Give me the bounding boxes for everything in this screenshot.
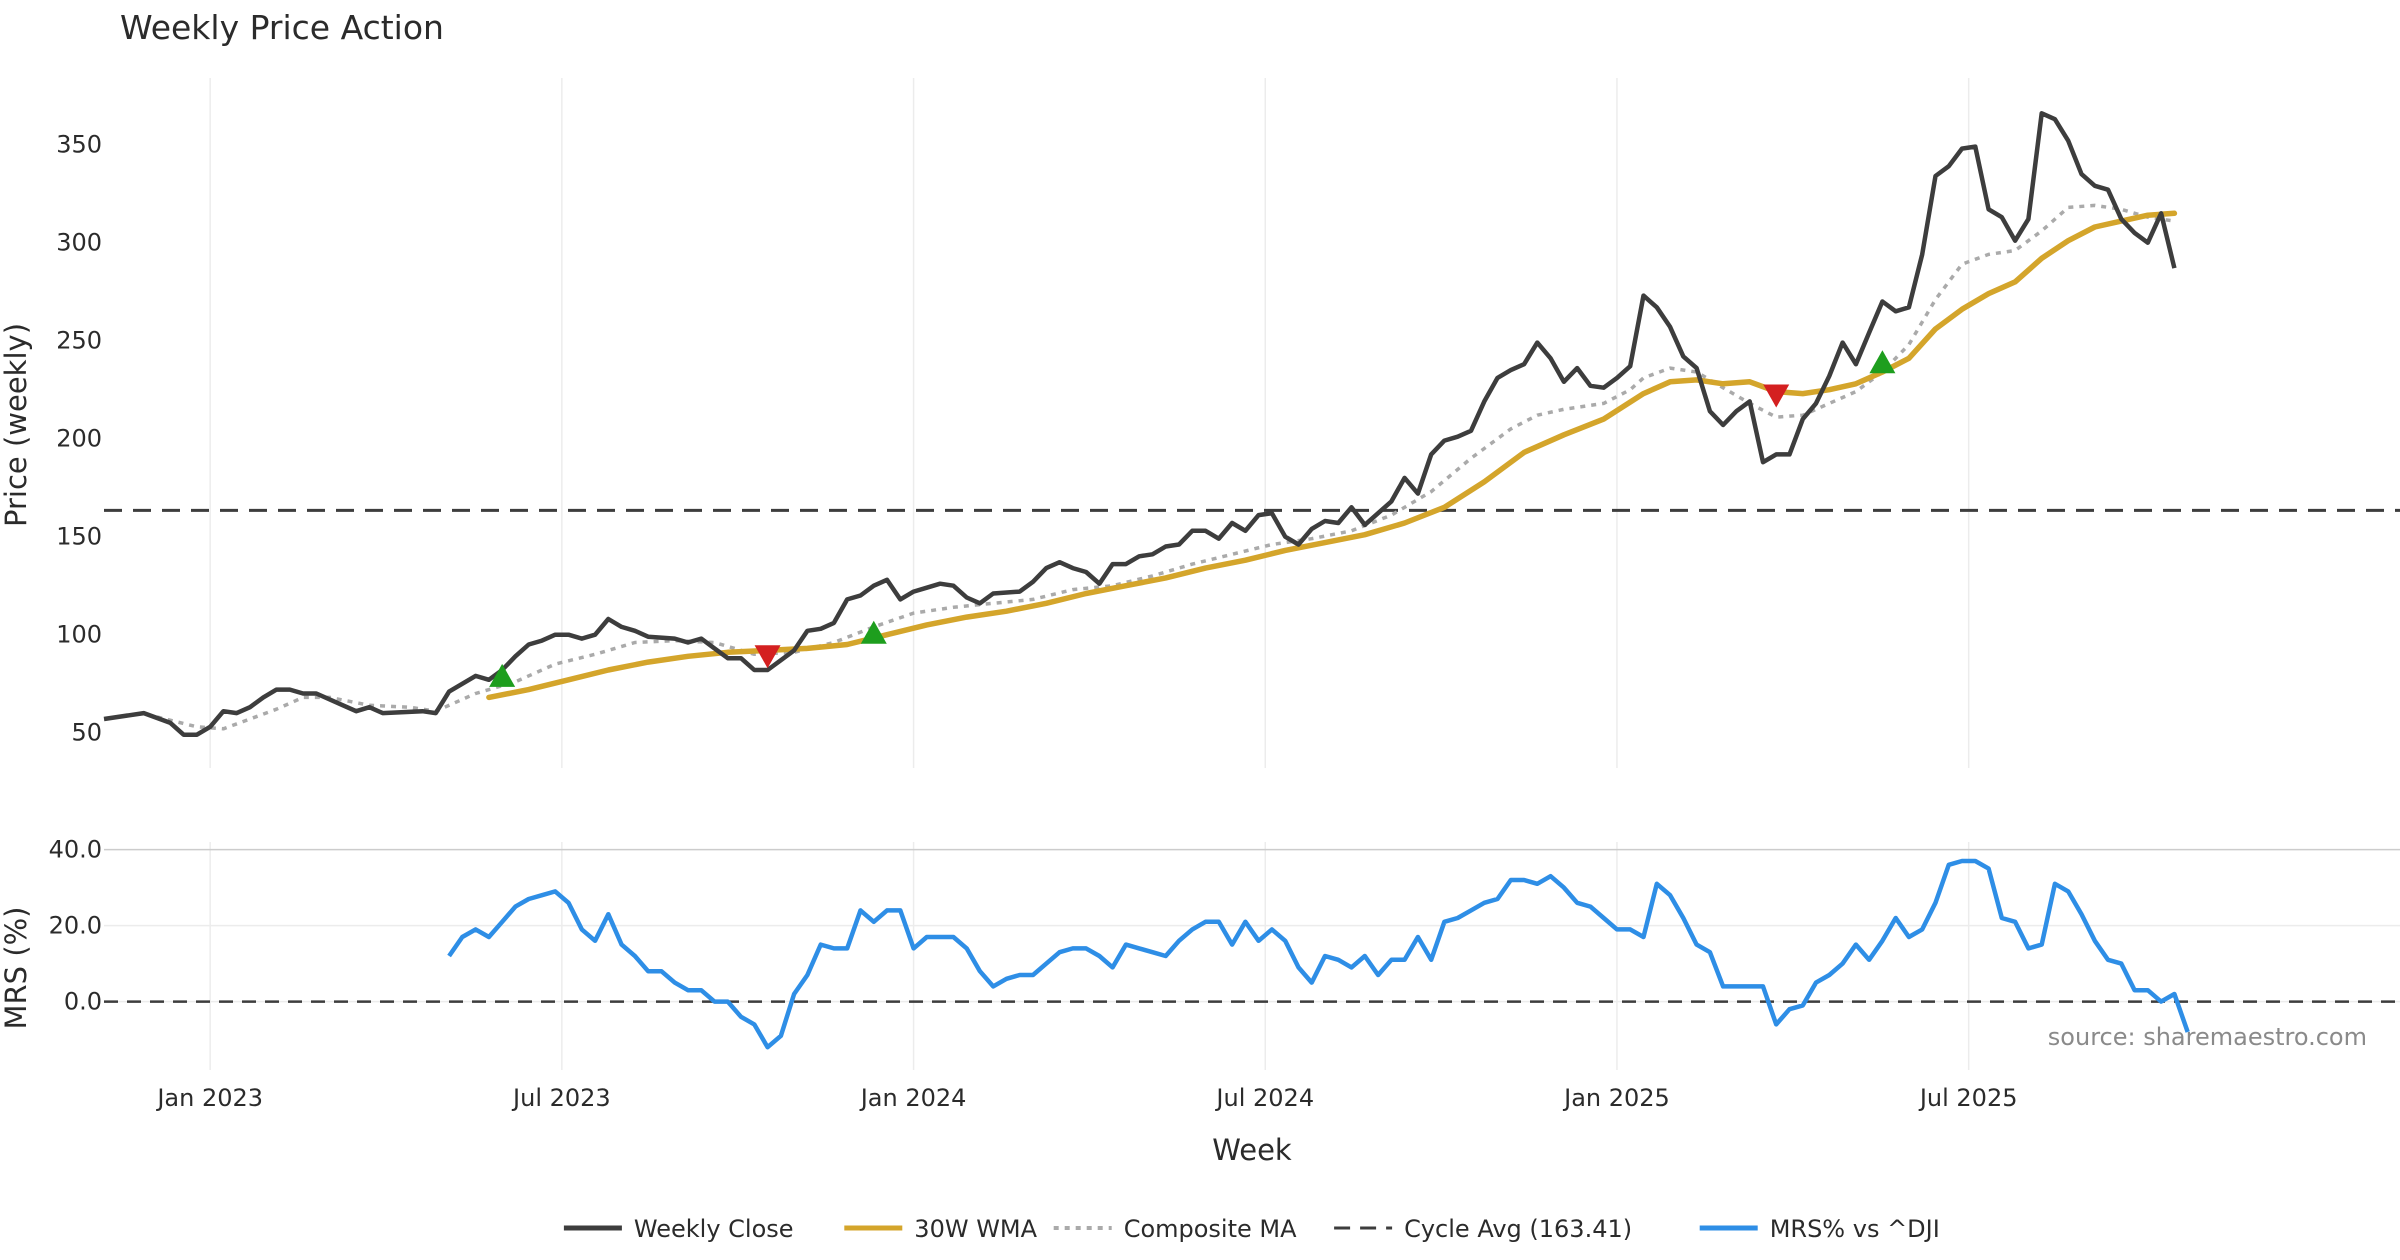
mrs-panel: 40.0 20.0 0.0 MRS (%) source: sharemaestro… (0, 836, 2400, 1070)
legend-label: Weekly Close (634, 1215, 794, 1243)
buy-signal-marker (860, 620, 887, 644)
legend-item: 30W WMA (844, 1215, 1038, 1243)
mrs-y-tick-label: 0.0 (64, 988, 102, 1016)
legend-label: 30W WMA (914, 1215, 1037, 1243)
price-y-tick-label: 250 (56, 327, 102, 355)
x-tick-label: Jan 2024 (859, 1084, 967, 1112)
legend: Weekly Close 30W WMA Composite MA Cycle Avg… (563, 1215, 1940, 1243)
price-y-tick-label: 150 (56, 523, 102, 551)
legend-item: MRS% vs ^DJI (1699, 1215, 1940, 1243)
mrs-series (104, 858, 2400, 1050)
x-axis-label: Week (1212, 1133, 1292, 1167)
sell-signal-marker (754, 645, 781, 669)
price-y-tick-label: 50 (71, 719, 102, 747)
price-gridlines (209, 78, 1970, 768)
buy-signal-marker (489, 663, 516, 687)
mrs-y-tick-label: 40.0 (49, 836, 102, 864)
price-y-ticks: 50 100 150 200 250 300 350 (56, 131, 102, 747)
mrs-y-ticks: 40.0 20.0 0.0 (49, 836, 102, 1016)
price-y-tick-label: 200 (56, 425, 102, 453)
legend-label: Cycle Avg (163.41) (1404, 1215, 1632, 1243)
legend-item: Cycle Avg (163.41) (1334, 1215, 1632, 1243)
price-y-tick-label: 100 (56, 621, 102, 649)
price-y-axis-label: Price (weekly) (0, 323, 33, 527)
source-annotation: source: sharemaestro.com (2048, 1023, 2367, 1051)
sell-signal-marker (1763, 384, 1790, 408)
buy-signal-marker (1869, 350, 1896, 374)
x-axis-ticks: Jan 2023 Jul 2023 Jan 2024 Jul 2024 Jan 2025… (155, 1084, 2017, 1112)
legend-label: Composite MA (1124, 1215, 1297, 1243)
wma-30w-line (486, 210, 2178, 701)
x-tick-label: Jul 2025 (1918, 1084, 2018, 1112)
mrs-y-tick-label: 20.0 (49, 912, 102, 940)
composite-ma-line (156, 203, 2175, 731)
x-tick-label: Jan 2025 (1562, 1084, 1670, 1112)
x-tick-label: Jul 2024 (1214, 1084, 1314, 1112)
x-tick-label: Jan 2023 (155, 1084, 263, 1112)
legend-label: MRS% vs ^DJI (1770, 1215, 1940, 1243)
mrs-y-axis-label: MRS (%) (0, 907, 33, 1030)
legend-item: Weekly Close (563, 1215, 794, 1243)
price-series (103, 111, 2400, 737)
price-y-tick-label: 300 (56, 229, 102, 257)
weekly-close-line (103, 111, 2177, 737)
price-panel: 50 100 150 200 250 300 350 Price (weekly) (0, 78, 2400, 768)
signal-markers (489, 350, 1896, 687)
price-y-tick-label: 350 (56, 131, 102, 159)
legend-item: Composite MA (1053, 1215, 1297, 1243)
chart-title: Weekly Price Action (120, 8, 444, 47)
mrs-line (447, 858, 2190, 1050)
x-tick-label: Jul 2023 (511, 1084, 611, 1112)
